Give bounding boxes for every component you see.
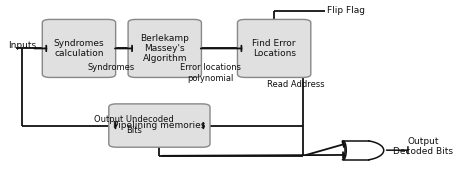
FancyBboxPatch shape (108, 104, 210, 147)
Text: Error locations
polynomial: Error locations polynomial (180, 63, 241, 83)
Text: Berlekamp
Massey's
Algorithm: Berlekamp Massey's Algorithm (140, 33, 189, 63)
Text: Output Undecoded
Bits: Output Undecoded Bits (94, 115, 173, 135)
FancyBboxPatch shape (237, 19, 310, 78)
Text: Pipelining memories: Pipelining memories (113, 121, 205, 130)
Text: Find Error
Locations: Find Error Locations (252, 39, 295, 58)
Text: Output
Decoded Bits: Output Decoded Bits (392, 137, 452, 156)
Text: Syndromes: Syndromes (88, 63, 134, 72)
Text: Flip Flag: Flip Flag (326, 6, 364, 15)
Text: Syndromes
calculation: Syndromes calculation (54, 39, 104, 58)
FancyBboxPatch shape (128, 19, 201, 78)
Text: Inputs: Inputs (8, 41, 36, 50)
FancyBboxPatch shape (42, 19, 115, 78)
Text: Read Address: Read Address (266, 80, 324, 89)
